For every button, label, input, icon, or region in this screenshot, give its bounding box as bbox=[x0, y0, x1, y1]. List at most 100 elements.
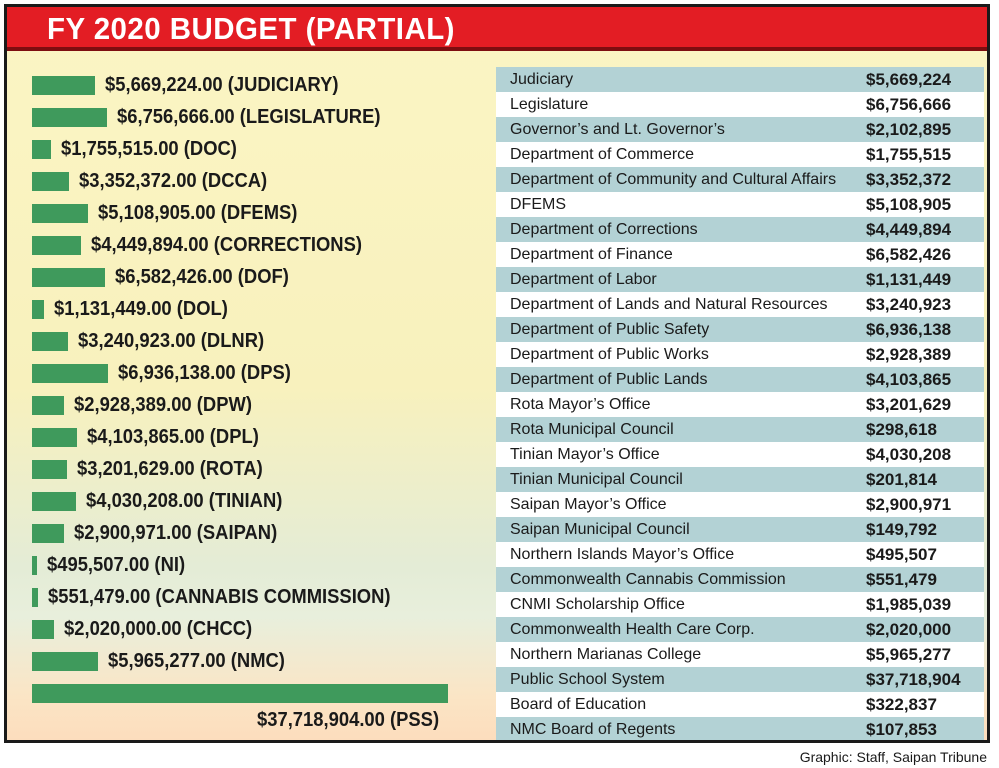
bar-label: $5,108,905.00 (DFEMS) bbox=[98, 202, 298, 224]
row-name: CNMI Scholarship Office bbox=[496, 592, 860, 617]
row-value: $2,900,971 bbox=[860, 492, 984, 517]
row-value: $551,479 bbox=[860, 567, 984, 592]
row-name: Northern Marianas College bbox=[496, 642, 860, 667]
bar-rota bbox=[32, 460, 67, 479]
row-name: Department of Public Safety bbox=[496, 317, 860, 342]
row-value: $107,853 bbox=[860, 717, 984, 740]
bar-label: $37,718,904.00 (PSS) bbox=[257, 709, 440, 731]
title-bar: FY 2020 BUDGET (PARTIAL) bbox=[7, 7, 987, 51]
row-value: $5,108,905 bbox=[860, 192, 984, 217]
table-row: Saipan Mayor’s Office $2,900,971 bbox=[496, 492, 984, 517]
row-value: $5,965,277 bbox=[860, 642, 984, 667]
table-row: NMC Board of Regents $107,853 bbox=[496, 717, 984, 740]
bar-label: $2,900,971.00 (SAIPAN) bbox=[74, 522, 278, 544]
row-value: $149,792 bbox=[860, 517, 984, 542]
row-value: $3,240,923 bbox=[860, 292, 984, 317]
bar-cannabis-commission bbox=[32, 588, 38, 607]
row-name: Northern Islands Mayor’s Office bbox=[496, 542, 860, 567]
table-row: Tinian Municipal Council $201,814 bbox=[496, 467, 984, 492]
table-row: Governor’s and Lt. Governor’s $2,102,895 bbox=[496, 117, 984, 142]
bar-dps bbox=[32, 364, 108, 383]
row-name: Governor’s and Lt. Governor’s bbox=[496, 117, 860, 142]
table-row: Northern Marianas College $5,965,277 bbox=[496, 642, 984, 667]
row-name: DFEMS bbox=[496, 192, 860, 217]
row-name: Tinian Mayor’s Office bbox=[496, 442, 860, 467]
row-name: Commonwealth Cannabis Commission bbox=[496, 567, 860, 592]
row-name: Department of Labor bbox=[496, 267, 860, 292]
table-row: Department of Public Lands $4,103,865 bbox=[496, 367, 984, 392]
budget-table: Judiciary $5,669,224 Legislature $6,756,666… bbox=[496, 67, 984, 740]
table-row: DFEMS $5,108,905 bbox=[496, 192, 984, 217]
row-value: $5,669,224 bbox=[860, 67, 984, 92]
row-name: Saipan Mayor’s Office bbox=[496, 492, 860, 517]
row-value: $298,618 bbox=[860, 417, 984, 442]
row-name: Judiciary bbox=[496, 67, 860, 92]
row-name: Tinian Municipal Council bbox=[496, 467, 860, 492]
bar-tinian bbox=[32, 492, 76, 511]
bar-label: $5,965,277.00 (NMC) bbox=[108, 650, 285, 672]
bar-judiciary bbox=[32, 76, 95, 95]
table-row: Department of Public Safety $6,936,138 bbox=[496, 317, 984, 342]
page-title: FY 2020 BUDGET (PARTIAL) bbox=[47, 11, 455, 46]
row-name: NMC Board of Regents bbox=[496, 717, 860, 740]
bar-label: $2,928,389.00 (DPW) bbox=[74, 394, 252, 416]
table-row: Department of Lands and Natural Resource… bbox=[496, 292, 984, 317]
table-row: CNMI Scholarship Office $1,985,039 bbox=[496, 592, 984, 617]
bar-dlnr bbox=[32, 332, 68, 351]
row-name: Department of Public Works bbox=[496, 342, 860, 367]
row-name: Saipan Municipal Council bbox=[496, 517, 860, 542]
row-name: Department of Public Lands bbox=[496, 367, 860, 392]
bar-corrections bbox=[32, 236, 81, 255]
bar-ni bbox=[32, 556, 37, 575]
row-value: $6,936,138 bbox=[860, 317, 984, 342]
bar-label: $4,030,208.00 (TINIAN) bbox=[86, 490, 283, 512]
bar-label: $6,756,666.00 (LEGISLATURE) bbox=[117, 106, 381, 128]
table-row: Board of Education $322,837 bbox=[496, 692, 984, 717]
table-row: Department of Finance $6,582,426 bbox=[496, 242, 984, 267]
row-name: Department of Commerce bbox=[496, 142, 860, 167]
row-name: Department of Community and Cultural Aff… bbox=[496, 167, 860, 192]
bar-dol bbox=[32, 300, 44, 319]
bar-dpl bbox=[32, 428, 77, 447]
bar-label: $2,020,000.00 (CHCC) bbox=[64, 618, 253, 640]
bar-dpw bbox=[32, 396, 64, 415]
graphic-credit: Graphic: Staff, Saipan Tribune bbox=[799, 749, 987, 765]
bar-label: $4,103,865.00 (DPL) bbox=[87, 426, 259, 448]
bar-label: $1,131,449.00 (DOL) bbox=[54, 298, 228, 320]
bar-doc bbox=[32, 140, 51, 159]
row-value: $1,131,449 bbox=[860, 267, 984, 292]
row-value: $495,507 bbox=[860, 542, 984, 567]
bar-dof bbox=[32, 268, 105, 287]
bar-dcca bbox=[32, 172, 69, 191]
row-value: $2,102,895 bbox=[860, 117, 984, 142]
bar-label: $1,755,515.00 (DOC) bbox=[61, 138, 237, 160]
row-name: Department of Corrections bbox=[496, 217, 860, 242]
row-value: $6,756,666 bbox=[860, 92, 984, 117]
bar-label: $551,479.00 (CANNABIS COMMISSION) bbox=[48, 586, 391, 608]
bar-label: $6,936,138.00 (DPS) bbox=[118, 362, 291, 384]
table-row: Department of Commerce $1,755,515 bbox=[496, 142, 984, 167]
table-row: Department of Labor $1,131,449 bbox=[496, 267, 984, 292]
table-row: Rota Municipal Council $298,618 bbox=[496, 417, 984, 442]
table-row: Tinian Mayor’s Office $4,030,208 bbox=[496, 442, 984, 467]
row-value: $201,814 bbox=[860, 467, 984, 492]
row-value: $6,582,426 bbox=[860, 242, 984, 267]
table-row: Saipan Municipal Council $149,792 bbox=[496, 517, 984, 542]
bar-label: $495,507.00 (NI) bbox=[47, 554, 186, 576]
row-name: Commonwealth Health Care Corp. bbox=[496, 617, 860, 642]
bar-pss bbox=[32, 684, 448, 703]
row-name: Legislature bbox=[496, 92, 860, 117]
table-row: Public School System $37,718,904 bbox=[496, 667, 984, 692]
table-row: Department of Community and Cultural Aff… bbox=[496, 167, 984, 192]
row-value: $2,928,389 bbox=[860, 342, 984, 367]
infographic-frame: FY 2020 BUDGET (PARTIAL) $5,669,224.00 (… bbox=[4, 4, 990, 743]
table-row: Commonwealth Health Care Corp. $2,020,000 bbox=[496, 617, 984, 642]
row-name: Public School System bbox=[496, 667, 860, 692]
bar-label: $3,201,629.00 (ROTA) bbox=[77, 458, 263, 480]
table-row: Legislature $6,756,666 bbox=[496, 92, 984, 117]
row-value: $3,201,629 bbox=[860, 392, 984, 417]
row-value: $4,030,208 bbox=[860, 442, 984, 467]
row-value: $4,103,865 bbox=[860, 367, 984, 392]
table-row: Judiciary $5,669,224 bbox=[496, 67, 984, 92]
bar-saipan bbox=[32, 524, 64, 543]
